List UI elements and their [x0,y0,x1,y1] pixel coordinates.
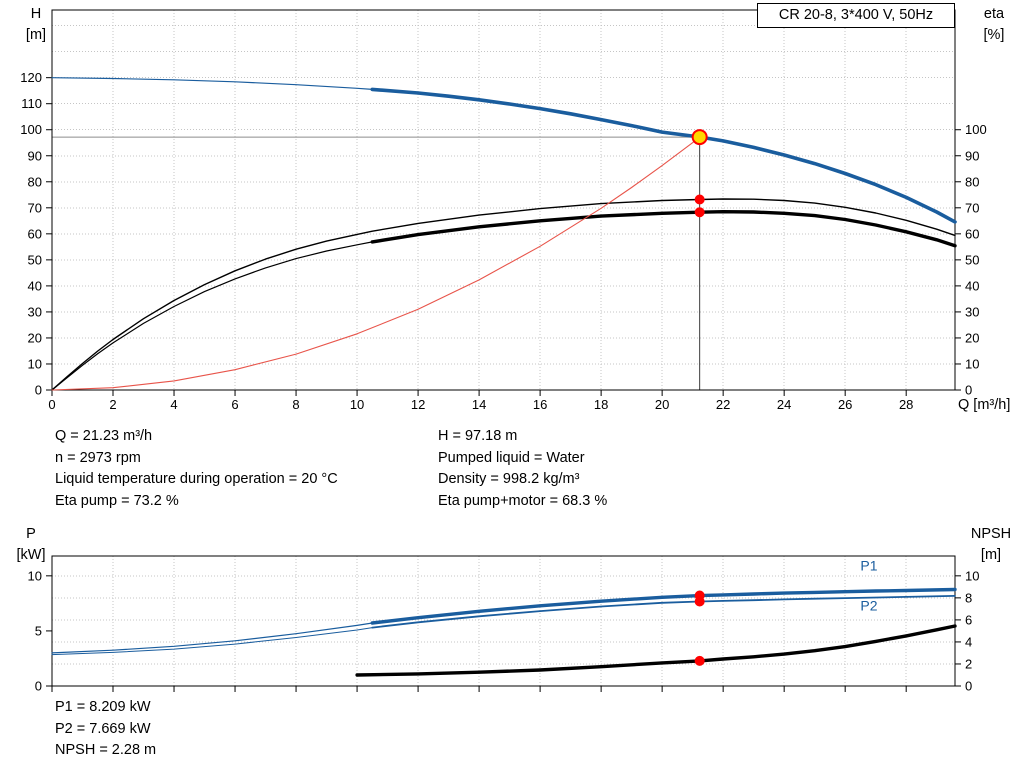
curve-label-p2: P2 [860,598,877,614]
y-tick-label-right: 40 [965,278,979,293]
footer-line-npsh: NPSH = 2.28 m [55,742,157,758]
x-tick-label: 4 [170,397,177,412]
power-info-column: P1 = 8.209 kW P2 = 7.669 kW NPSH = 2.28 … [55,697,156,762]
pump-title-box: CR 20-8, 3*400 V, 50Hz [757,3,955,28]
series-eta-pump-motor-curve [51,241,373,391]
footer-line-p1: P1 = 8.209 kW [55,699,151,715]
y-tick-label-left: 30 [28,304,42,319]
power-axis-symbol: P [26,526,36,542]
x-tick-label: 10 [350,397,364,412]
y-tick-label-left: 10 [28,568,42,583]
y-tick-label-left: 60 [28,226,42,241]
power-axis-unit: [kW] [16,547,46,563]
info-line-eta-pump-motor: Eta pump+motor = 68.3 % [438,492,608,509]
x-tick-label: 0 [48,397,55,412]
x-tick-label: 16 [533,397,547,412]
y-tick-label-left: 5 [35,623,42,638]
npsh-axis-label: NPSH [m] [960,524,1022,566]
y-tick-label-left: 90 [28,148,42,163]
y-tick-label-right: 80 [965,174,979,189]
x-tick-label: 6 [231,397,238,412]
y-tick-label-left: 80 [28,174,42,189]
head-axis-symbol: H [30,6,42,22]
x-tick-label: 8 [292,397,299,412]
y-tick-label-right: 4 [965,634,972,649]
y-tick-label-right: 6 [965,612,972,627]
duty-info-left-column: Q = 21.23 m³/h n = 2973 rpm Liquid tempe… [55,426,338,512]
y-tick-label-right: 2 [965,656,972,671]
y-tick-label-right: 8 [965,590,972,605]
marker-duty-point [691,129,708,146]
y-tick-label-left: 20 [28,330,42,345]
x-tick-label: 26 [838,397,852,412]
x-tick-label: 20 [655,397,669,412]
plot-frame [51,9,956,391]
info-line-density: Density = 998.2 kg/m³ [438,471,580,487]
y-tick-label-left: 100 [20,122,42,137]
plot-frame [51,555,956,687]
x-tick-label: 12 [411,397,425,412]
info-line-eta-pump: Eta pump = 73.2 % [55,492,179,509]
curve-label-p1: P1 [860,557,877,573]
x-tick-label: 22 [716,397,730,412]
x-tick-label: 28 [899,397,913,412]
y-tick-label-left: 0 [35,383,42,398]
eta-axis-symbol: eta [983,6,1005,22]
series-p2-curve [371,595,956,629]
y-tick-label-left: 0 [35,679,42,694]
x-tick-label: 18 [594,397,608,412]
npsh-axis-unit: [m] [980,547,1002,563]
series-head-curve [370,87,957,224]
y-tick-label-right: 30 [965,304,979,319]
info-line-liquid-temperature: Liquid temperature during operation = 20… [55,471,338,487]
y-tick-label-left: 120 [20,70,42,85]
eta-axis-unit: [%] [983,27,1005,43]
y-tick-label-left: 110 [21,96,42,111]
series-eta-pump-curve [51,198,956,391]
qh-eta-chart: 0102030405060708090100110120010203040506… [20,9,987,412]
info-line-speed: n = 2973 rpm [55,449,141,466]
y-tick-label-right: 100 [965,122,987,137]
npsh-axis-symbol: NPSH [970,526,1012,542]
head-axis-label: H [m] [14,4,58,46]
y-tick-label-left: 70 [28,200,42,215]
y-tick-label-right: 60 [965,226,979,241]
series-p1-curve [51,622,373,654]
info-line-flow: Q = 21.23 m³/h [55,428,153,444]
head-axis-unit: [m] [25,27,47,43]
y-tick-label-right: 0 [965,679,972,694]
y-tick-label-right: 20 [965,330,979,345]
power-npsh-chart: 0 5 10 0 2 4 6 8 10 P1 P2 [28,555,979,694]
duty-info-right-column: H = 97.18 m Pumped liquid = Water Densit… [438,426,607,512]
series-head-curve [51,77,373,91]
power-axis-label: P [kW] [8,524,54,566]
y-tick-label-right: 10 [965,356,979,371]
x-tick-label: 14 [472,397,486,412]
y-tick-label-right: 50 [965,252,979,267]
series-npsh-curve [355,624,957,677]
y-tick-label-right: 0 [965,383,972,398]
eta-axis-label: eta [%] [968,4,1020,46]
series-p1-curve [370,587,957,625]
y-tick-label-left: 10 [28,356,42,371]
y-tick-label-right: 90 [965,148,979,163]
marker-p2-duty [694,596,705,607]
info-line-pumped-liquid: Pumped liquid = Water [438,449,585,466]
info-line-head: H = 97.18 m [438,428,518,444]
y-tick-label-left: 50 [28,252,42,267]
marker-npsh-duty [694,655,705,666]
footer-line-p2: P2 = 7.669 kW [55,720,151,737]
marker-eta-pump-duty [694,194,705,205]
flow-axis-label: Q [m³/h] [958,397,1011,413]
y-tick-label-right: 70 [965,200,979,215]
marker-eta-motor-duty [694,207,705,218]
y-tick-label-right: 10 [965,568,979,583]
x-tick-label: 24 [777,397,791,412]
series-eta-pump-motor-curve [370,209,957,248]
series-system-curve [51,136,701,391]
series-p2-curve [51,627,373,656]
x-tick-label: 2 [109,397,116,412]
y-tick-label-left: 40 [28,278,42,293]
